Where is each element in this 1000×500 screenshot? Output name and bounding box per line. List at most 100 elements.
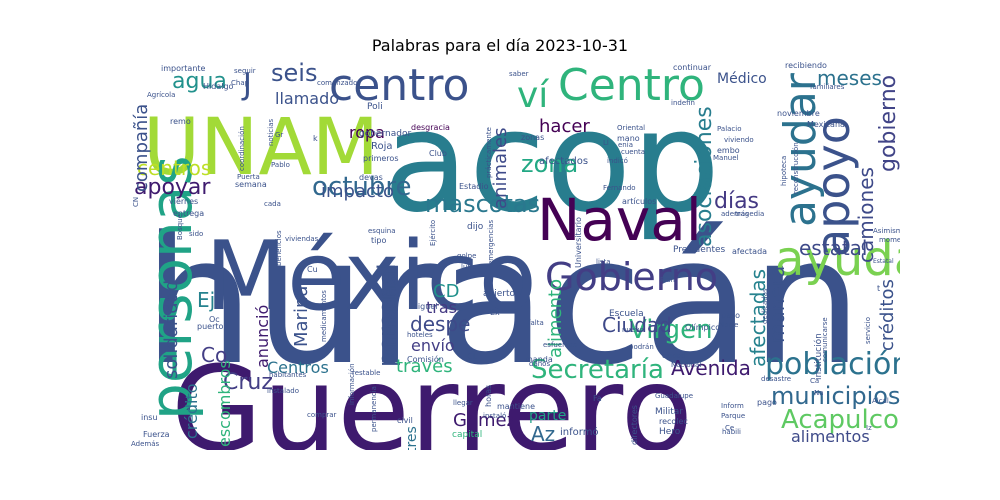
word-tipo: tipo bbox=[371, 236, 386, 245]
word-llamado: llamado bbox=[275, 89, 339, 108]
word-agricola: Agrícola bbox=[147, 91, 175, 99]
word-cuenta: cuenta bbox=[621, 148, 645, 156]
word-anuncio: anunció bbox=[253, 305, 272, 368]
word-animales: animales bbox=[490, 128, 511, 209]
word-golpe: golpe bbox=[457, 252, 476, 260]
word-huracan: huracán bbox=[143, 199, 862, 404]
word-camiones: camiones bbox=[854, 167, 878, 263]
word-virgen: Virgen bbox=[629, 315, 713, 345]
word-ciudad: ciudad bbox=[662, 352, 685, 360]
word-gomez: Gómez bbox=[453, 410, 516, 431]
word-meses: meses bbox=[817, 66, 882, 90]
word-gobierno: gobierno bbox=[876, 75, 900, 172]
word-municipios: municipios bbox=[771, 382, 900, 410]
word-insu: insu bbox=[141, 413, 158, 422]
word-medicamentos: medicamentos bbox=[320, 290, 328, 342]
word-afectada: afectada bbox=[732, 247, 767, 256]
word-j: J bbox=[241, 67, 252, 102]
word-gobernador: gobernador bbox=[359, 129, 411, 139]
word-ademas: Además bbox=[131, 440, 160, 448]
word-avenida: Avenida bbox=[671, 356, 751, 380]
word-afectados: afectados bbox=[539, 156, 588, 167]
word-manda: manda bbox=[525, 355, 553, 364]
word-manuel: Manuel bbox=[713, 154, 739, 162]
word-credito: crédito bbox=[182, 383, 201, 439]
word-vi: ví bbox=[517, 75, 549, 116]
word-seis: seis bbox=[271, 62, 317, 87]
word-capital: capital bbox=[452, 430, 482, 440]
word-recolec: recolec bbox=[659, 417, 688, 426]
word-semana: semana bbox=[235, 180, 267, 189]
word-alcal: Alcal bbox=[872, 397, 889, 405]
word-iz: Iz bbox=[866, 424, 872, 432]
word-continuar: continuar bbox=[673, 63, 712, 72]
word-desastre: desastre bbox=[761, 375, 791, 383]
word-compania: compañía bbox=[131, 104, 152, 192]
word-ademas: además bbox=[721, 210, 749, 218]
word-universitario: Universitario bbox=[574, 217, 583, 268]
word-secretaria: Secretaría bbox=[531, 355, 664, 385]
word-envio: envío bbox=[411, 336, 455, 355]
word-enia: enia bbox=[618, 141, 633, 149]
word-coordinacion: coordinación bbox=[238, 126, 246, 171]
word-ll: Ll bbox=[603, 139, 609, 147]
word-pablo: Pablo bbox=[271, 161, 290, 169]
word-habitantes: habitantes bbox=[269, 371, 307, 379]
word-instalado: instalado bbox=[267, 387, 299, 395]
word-tras: tras bbox=[426, 298, 457, 317]
word-puerto: puerto bbox=[197, 322, 223, 331]
word-ciudad: Ciudad bbox=[602, 313, 672, 337]
word-momento: momento bbox=[879, 236, 900, 244]
word-oriental: Oriental bbox=[617, 124, 645, 132]
word-danos: daños bbox=[529, 360, 550, 368]
word-entrega: entrega bbox=[173, 209, 204, 218]
word-mano: mano bbox=[617, 134, 640, 143]
word-nacional: Nacional bbox=[671, 361, 701, 369]
word-bosque: Bosque bbox=[176, 214, 184, 240]
word-poli: Poli bbox=[367, 102, 383, 112]
word-acop: acop bbox=[383, 81, 720, 244]
word-noviembre: noviembre bbox=[777, 109, 820, 118]
word-plan: Plan bbox=[660, 276, 675, 284]
word-personal: personal bbox=[373, 263, 401, 367]
word-importante: importante bbox=[161, 64, 206, 73]
word-fernando: Fernando bbox=[603, 184, 636, 192]
word-centros: Centros bbox=[267, 358, 329, 377]
word-servicio: servicio bbox=[864, 317, 872, 344]
word-restable: restable bbox=[352, 369, 380, 377]
word-remo: remo bbox=[170, 117, 191, 126]
word-ejercito: Ejército bbox=[429, 220, 437, 246]
word-medico: Médico bbox=[717, 71, 767, 87]
word-hero: Hero bbox=[659, 427, 681, 437]
word-directores: directores bbox=[630, 405, 639, 445]
word-dijo: dijo bbox=[467, 222, 484, 232]
word-comenzado: comenzado bbox=[317, 79, 357, 87]
word-emergencias: emergencias bbox=[487, 220, 495, 265]
word-zona: zona bbox=[521, 150, 578, 178]
word-ca: Ca bbox=[810, 377, 819, 385]
word-apoyar: apoyar bbox=[134, 175, 211, 200]
word-octubre: octubre bbox=[312, 172, 412, 202]
word-co: Co bbox=[201, 343, 227, 367]
word-asociaciones: asociaciones bbox=[692, 106, 717, 247]
word-tragedia: tragedia bbox=[735, 210, 764, 218]
word-miguel: Miguel bbox=[411, 302, 437, 311]
word-centro: Centro bbox=[558, 62, 705, 111]
word-cn: CN bbox=[132, 197, 140, 207]
word-sido: sido bbox=[189, 230, 203, 238]
word-militar: Militar bbox=[655, 407, 683, 417]
word-civil: civil bbox=[397, 416, 413, 425]
word-norte: Norte bbox=[719, 321, 738, 329]
word-hacer: hacer bbox=[539, 116, 590, 137]
word-traves: través bbox=[396, 356, 453, 377]
word-solidaridad: solidaridad bbox=[161, 280, 182, 379]
word-ropa: ropa bbox=[349, 123, 385, 142]
word-cd: CD bbox=[433, 281, 459, 302]
word-despe: despe bbox=[410, 312, 470, 336]
word-horas: horas bbox=[484, 385, 493, 407]
word-comunicarse: comunicarse bbox=[821, 317, 829, 362]
word-naval: Naval bbox=[537, 186, 702, 254]
word-hipoteca: hipoteca bbox=[780, 156, 788, 186]
word-cruz: Cruz bbox=[223, 370, 273, 395]
